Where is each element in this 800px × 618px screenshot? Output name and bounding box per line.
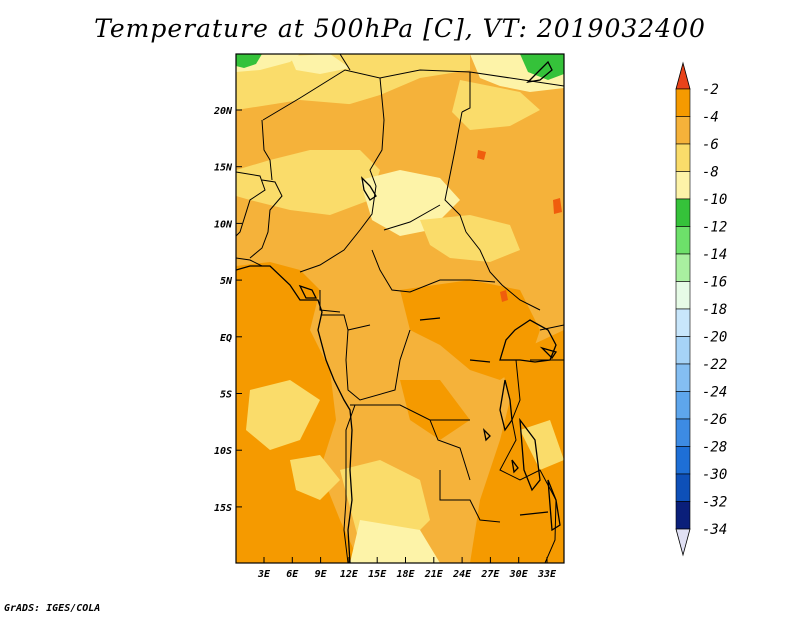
colorbar-segment <box>675 308 691 337</box>
colorbar-segment <box>675 473 691 502</box>
lat-tick-label: 10N <box>214 219 233 230</box>
credit-label: GrADS: IGES/COLA <box>4 603 101 614</box>
colorbar-label: -14 <box>702 247 727 263</box>
colorbar-label: -30 <box>702 467 727 483</box>
colorbar-label: -28 <box>702 440 727 456</box>
lat-tick-label: 5N <box>220 276 233 287</box>
lat-tick-label: EQ <box>220 333 232 344</box>
lon-tick-label: 12E <box>340 569 359 580</box>
colorbar-segment <box>675 116 691 145</box>
lon-tick-label: 6E <box>286 569 299 580</box>
colorbar-label: -8 <box>702 165 719 181</box>
colorbar-label: -12 <box>702 220 727 236</box>
lon-tick-label: 24E <box>452 569 472 580</box>
colorbar-label: -2 <box>702 82 719 98</box>
lat-tick-label: 5S <box>220 390 232 401</box>
colorbar-label: -22 <box>702 357 727 373</box>
coastlines <box>236 60 561 563</box>
lon-tick-label: 9E <box>315 569 328 580</box>
colorbar-segment <box>675 88 691 117</box>
map-frame <box>235 53 565 564</box>
colorbar-segment <box>675 501 691 530</box>
colorbar-label: -18 <box>702 302 727 318</box>
colorbar-segment <box>675 143 691 172</box>
lon-tick-label: 18E <box>396 569 415 580</box>
lat-tick-label: 15S <box>214 503 232 514</box>
lon-tick-label: 21E <box>424 569 444 580</box>
colorbar-label: -20 <box>702 330 727 346</box>
colorbar-segment <box>675 418 691 447</box>
colorbar-segment <box>675 226 691 255</box>
colorbar: -2 -4 -6 -8 -10 -12 -14 -16 -18 -20 -22 -24 -26 -28 -3… <box>675 61 727 557</box>
colorbar-label: -16 <box>702 275 727 291</box>
colorbar-segment <box>675 198 691 227</box>
colorbar-segment <box>675 281 691 310</box>
longitude-axis: 3E 6E 9E 12E 15E 18E 21E 24E 27E 30E 33E <box>257 557 557 580</box>
colorbar-segment <box>675 336 691 365</box>
lon-tick-label: 30E <box>509 569 529 580</box>
latitude-axis: 20N 15N 10N 5N EQ 5S 10S 15S <box>213 106 242 514</box>
lon-tick-label: 3E <box>257 569 271 580</box>
colorbar-top-arrow <box>675 61 691 90</box>
country-borders <box>236 54 564 563</box>
lon-tick-label: 15E <box>368 569 387 580</box>
colorbar-bottom-arrow <box>675 528 691 557</box>
chart-title: Temperature at 500hPa [C], VT: 201903240… <box>94 14 706 43</box>
colorbar-label: -34 <box>702 522 727 538</box>
lat-tick-label: 10S <box>214 446 232 457</box>
colorbar-label: -24 <box>702 385 727 401</box>
lon-tick-label: 27E <box>480 569 500 580</box>
colorbar-segment <box>675 253 691 282</box>
colorbar-label: -32 <box>702 495 727 511</box>
colorbar-segment <box>675 391 691 420</box>
lon-tick-label: 33E <box>537 569 557 580</box>
colorbar-label: -4 <box>702 110 719 126</box>
colorbar-segment <box>675 446 691 475</box>
lat-tick-label: 15N <box>214 163 233 174</box>
lat-tick-label: 20N <box>213 106 233 117</box>
temperature-field <box>236 54 564 563</box>
colorbar-label: -6 <box>702 137 719 153</box>
colorbar-label: -26 <box>702 412 727 428</box>
colorbar-label: -10 <box>702 192 727 208</box>
colorbar-segment <box>675 363 691 392</box>
colorbar-segment <box>675 171 691 200</box>
